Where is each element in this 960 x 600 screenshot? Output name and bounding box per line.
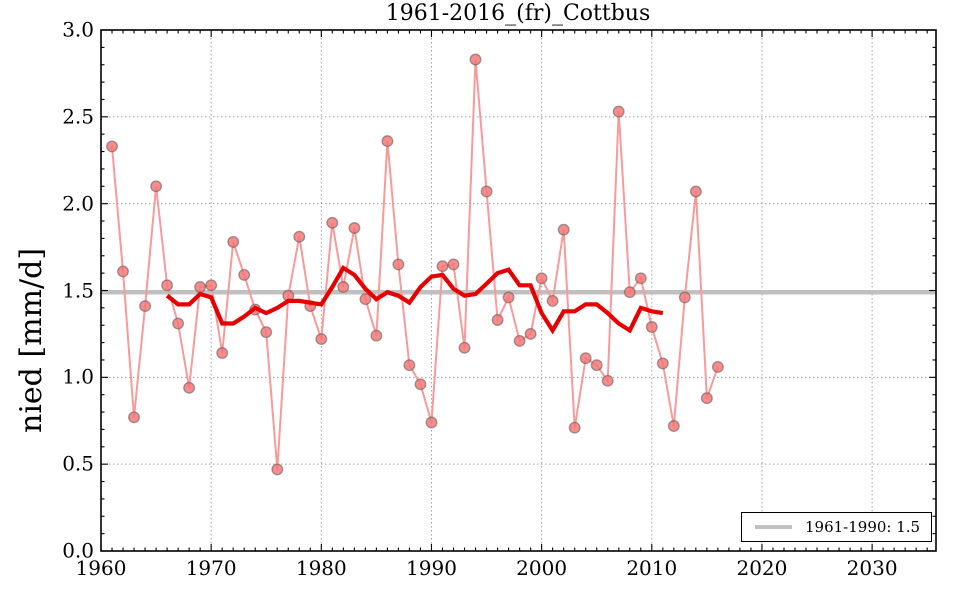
y-tick-label: 1.5 (62, 278, 94, 303)
data-point-marker (700, 392, 713, 405)
data-point-marker (183, 381, 196, 394)
legend-label: 1961-1990: 1.5 (805, 518, 921, 536)
data-point-marker (623, 286, 636, 299)
data-point-marker (590, 359, 603, 372)
data-point-marker (579, 352, 592, 365)
data-point-marker (524, 327, 537, 340)
data-point-marker (106, 140, 118, 153)
data-point-marker (139, 300, 152, 313)
data-point-marker (260, 326, 273, 339)
data-point-marker (491, 314, 504, 326)
data-point-marker (271, 463, 284, 476)
data-point-marker (436, 260, 449, 273)
y-tick-label: 2.0 (62, 191, 94, 216)
data-point-marker (194, 281, 207, 293)
data-point-marker (150, 180, 163, 193)
y-tick-label: 1.0 (62, 364, 94, 389)
y-tick-label: 3.0 (62, 17, 94, 42)
data-point-marker (711, 360, 724, 373)
chart-title: 1961-2016_(fr)_Cottbus (385, 1, 651, 26)
data-point-marker (337, 281, 350, 293)
data-point-marker (425, 416, 438, 429)
legend-line-sample (755, 524, 792, 530)
data-point-marker (568, 421, 581, 434)
data-point-marker (656, 357, 669, 370)
data-point-marker (293, 230, 306, 243)
data-point-marker (205, 279, 218, 292)
x-tick-label: 1960 (75, 556, 127, 580)
data-point-marker (128, 411, 140, 424)
legend: 1961-1990: 1.5 (741, 512, 932, 542)
data-point-marker (414, 378, 427, 391)
data-point-marker (557, 223, 570, 236)
data-point-marker (513, 334, 526, 347)
annual-series-line (111, 59, 719, 470)
x-tick-label: 1970 (185, 556, 237, 580)
data-point-marker (172, 317, 185, 330)
data-point-marker (546, 294, 559, 307)
data-point-marker (117, 265, 129, 278)
data-point-marker (480, 185, 493, 198)
y-axis-tick-labels: 0.0 0.5 1.0 1.5 2.0 2.5 3.0 (0, 0, 94, 600)
x-tick-label: 2000 (516, 556, 568, 580)
running-mean-line (165, 264, 664, 335)
x-tick-label: 1980 (295, 556, 347, 580)
data-point-marker (216, 347, 229, 359)
data-point-marker (238, 268, 251, 281)
data-point-marker (326, 216, 339, 229)
data-point-marker (227, 235, 240, 248)
x-tick-label: 2030 (846, 556, 898, 580)
data-point-marker (612, 105, 625, 118)
y-tick-label: 0.0 (62, 538, 94, 563)
x-tick-label: 1990 (406, 556, 457, 580)
data-point-marker (689, 185, 702, 198)
data-point-marker (645, 321, 658, 333)
x-tick-label: 2020 (736, 556, 788, 580)
data-point-marker (667, 420, 680, 432)
data-point-marker (601, 374, 614, 387)
data-point-marker (447, 258, 460, 271)
data-point-marker (403, 359, 416, 372)
data-point-marker (381, 135, 394, 148)
data-point-marker (678, 291, 691, 304)
data-point-marker (392, 258, 405, 271)
data-point-marker (359, 293, 372, 306)
data-point-marker (634, 272, 647, 285)
y-tick-label: 2.5 (62, 104, 94, 129)
data-point-marker (458, 341, 471, 354)
data-point-marker (502, 291, 515, 304)
data-point-marker (469, 53, 482, 66)
data-point-marker (315, 333, 328, 346)
x-tick-label: 2010 (626, 556, 678, 580)
data-point-marker (348, 222, 361, 234)
data-point-marker (535, 272, 548, 285)
data-point-marker (370, 329, 383, 342)
data-point-marker (161, 279, 174, 292)
y-tick-label: 0.5 (62, 451, 94, 476)
